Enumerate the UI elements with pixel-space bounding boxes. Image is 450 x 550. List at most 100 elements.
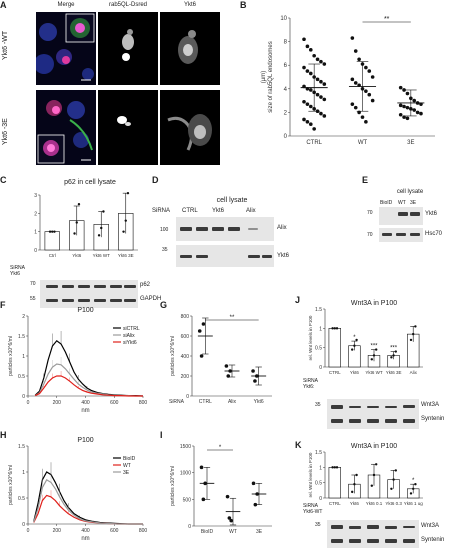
k-point <box>333 466 336 469</box>
c-band-p62-2 <box>62 285 74 288</box>
c-ytick-label: 2 <box>34 211 37 217</box>
chart-j-svg: 0 0.5 1 1.5 Wnt3A in P100 rel. Wnt levels in … <box>308 300 423 375</box>
b-point <box>398 112 403 117</box>
j-point <box>335 327 339 330</box>
g-point <box>197 329 202 333</box>
g-ytick-label: 600 <box>181 334 190 340</box>
c-point <box>124 219 127 222</box>
panel-label-j: J <box>295 295 301 305</box>
d-band-ykt6-4 <box>262 255 272 258</box>
k-point <box>409 492 413 495</box>
b-sig-label: ** <box>384 16 390 23</box>
i-ylabel: particles x10^6/ml <box>170 466 176 506</box>
k-category-label: Ykt6 0.1 <box>366 501 383 506</box>
d-band-label-alix: Alix <box>277 225 287 231</box>
j-star: *** <box>370 344 378 350</box>
g-point <box>224 364 229 368</box>
k-ytick-label: 0 <box>319 496 322 502</box>
b-point <box>419 111 423 116</box>
c-category-label: Ykt6 3E <box>118 253 134 258</box>
k-point <box>414 483 417 486</box>
j-band-wnt-2 <box>349 406 361 408</box>
b-point <box>315 57 320 62</box>
rab5-image-wt <box>98 12 158 85</box>
blot-d-ykt6 <box>176 245 274 267</box>
d-band-alix-4 <box>228 227 240 231</box>
ykt6-signal-wt <box>178 30 198 64</box>
k-band-wnt-5 <box>403 526 415 528</box>
j-ylabel: rel. Wnt levels in P100 <box>308 315 313 360</box>
d-band-alix-3 <box>212 227 224 231</box>
b-point <box>398 103 403 108</box>
c-category-label: Ykt6 WT <box>93 253 111 258</box>
panel-h: H 0 0.5 1 1.5 0 200 400 600 800 P100 nm particles x… <box>0 430 150 550</box>
panel-d: D cell lysate SiRNA CTRL Ykt6 Alix 100 3… <box>152 175 302 285</box>
k-bar <box>328 467 341 499</box>
row-label-3e: Ykt6 -3E <box>2 118 9 145</box>
c-row-sirna: SiRNA <box>10 265 26 271</box>
j-category-label: Ykt6 WT <box>365 370 383 375</box>
b-point <box>308 104 313 109</box>
j-band-label-wnt: Wnt3A <box>421 402 440 408</box>
b-ytick-label: 10 <box>280 16 287 22</box>
c-point <box>51 230 54 233</box>
b-point <box>315 77 320 82</box>
j-ytick-label: 0 <box>319 365 322 371</box>
f-ytick-label: 1.5 <box>18 334 25 340</box>
c-band-p62-6 <box>124 285 136 288</box>
e-band-ykt6-3e <box>410 212 420 216</box>
panel-label-e: E <box>362 175 369 185</box>
b-ytick-label: 4 <box>284 87 288 93</box>
j-point <box>392 354 395 357</box>
chart-c-svg: 0 1 2 3 Ctrl Ykt6 Ykt6 WT Ykt6 3E <box>34 191 138 258</box>
c-point <box>97 234 101 237</box>
c-category-label: Ykt6 <box>72 253 82 258</box>
c-band-gapdh-3 <box>78 299 90 302</box>
k-band-syn-1 <box>331 539 343 543</box>
h-ytick-label: 0.5 <box>18 496 25 502</box>
b-point <box>302 37 306 42</box>
ykt6-signal-3e <box>167 114 212 151</box>
panel-e: E cell lysate BioID WT 3E 70 70 Ykt6 Hsc… <box>362 175 450 255</box>
k-star: * <box>412 478 415 484</box>
i-point <box>225 494 230 499</box>
h-xtick-label: 0 <box>27 528 30 534</box>
j-point <box>409 338 413 342</box>
k-band-syn-5 <box>403 539 415 543</box>
j-point <box>355 338 358 342</box>
k-row-ykt6: Ykt6-WT <box>303 509 323 515</box>
b-point <box>315 92 320 97</box>
merge-image-wt <box>36 12 96 85</box>
i-category-label: BioID <box>201 529 214 535</box>
panel-label-i: I <box>160 430 163 440</box>
f-series-line <box>34 363 143 397</box>
g-point <box>201 322 206 326</box>
j-row-sirna: SiRNA <box>303 378 319 384</box>
i-point <box>251 481 256 486</box>
j-point <box>372 354 376 357</box>
h-xlabel: nm <box>81 536 89 542</box>
e-band-label-hsc70: Hsc70 <box>425 231 443 237</box>
panel-label-c: C <box>0 175 7 185</box>
g-ytick-label: 0 <box>186 394 189 400</box>
c-mw-55: 55 <box>30 296 36 302</box>
d-row-sirna: SiRNA <box>152 208 171 214</box>
b-point <box>367 92 372 97</box>
c-band-p62-5 <box>110 285 122 288</box>
i-point <box>253 502 258 507</box>
k-point <box>335 466 339 469</box>
chart-g-svg: 0 200 400 600 800 particles x10^6/ml CTRL Alix Y… <box>169 314 272 405</box>
k-band-wnt-4 <box>385 526 397 529</box>
j-ytick-label: 1 <box>319 326 322 332</box>
b-point <box>312 127 316 131</box>
g-sig-label: ** <box>230 315 235 321</box>
i-ytick-label: 1000 <box>180 471 191 477</box>
h-title: P100 <box>77 437 93 444</box>
f-ytick-label: 1 <box>22 354 25 360</box>
k-category-label: Ykt6 <box>350 501 360 506</box>
b-point <box>305 120 310 124</box>
c-band-gapdh-5 <box>110 299 122 302</box>
e-band-label-ykt6: Ykt6 <box>425 211 438 217</box>
b-category-label: WT <box>358 140 368 146</box>
merge-cells-3e <box>37 100 93 164</box>
